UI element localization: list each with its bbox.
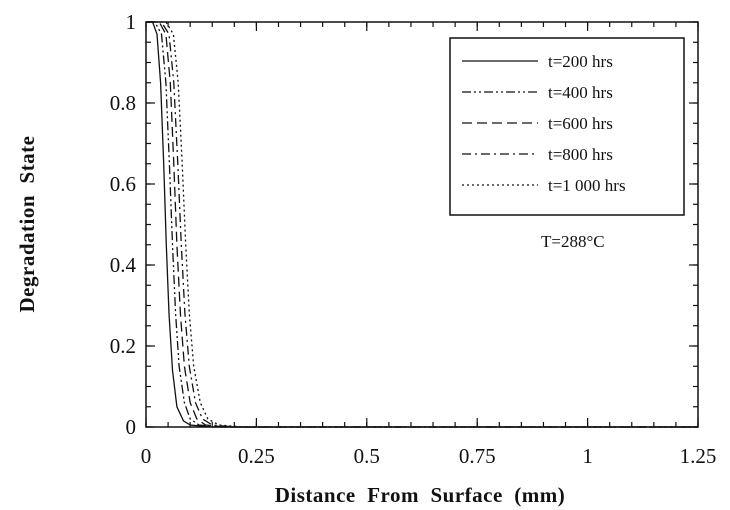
legend-label-5: t=1 000 hrs [548, 176, 626, 195]
y-tick-label: 1 [126, 10, 137, 34]
legend-label-1: t=200 hrs [548, 52, 613, 71]
series-line-3 [146, 21, 698, 428]
legend-label-4: t=800 hrs [548, 145, 613, 164]
series-line-1 [146, 21, 698, 428]
x-tick-label: 1.25 [680, 444, 717, 468]
y-axis-title: Degradation State [15, 136, 39, 313]
series-layer [146, 21, 698, 428]
y-tick-label: 0.2 [110, 334, 136, 358]
legend-label-3: t=600 hrs [548, 114, 613, 133]
x-tick-label: 0.75 [459, 444, 496, 468]
x-tick-label: 0.5 [354, 444, 380, 468]
series-line-2 [146, 21, 698, 428]
y-tick-label: 0.6 [110, 172, 136, 196]
tick-labels: 0 0.25 0.5 0.75 1 1.25 0 0.2 0.4 0.6 0.8 1 [110, 10, 717, 468]
series-line-4 [146, 21, 698, 428]
temperature-annotation: T=288°C [541, 232, 605, 251]
y-tick-label: 0.4 [110, 253, 137, 277]
x-tick-label: 1 [582, 444, 593, 468]
y-tick-label: 0.8 [110, 91, 136, 115]
y-tick-label: 0 [126, 415, 137, 439]
legend-label-2: t=400 hrs [548, 83, 613, 102]
x-axis-title: Distance From Surface (mm) [275, 483, 566, 507]
legend: t=200 hrs t=400 hrs t=600 hrs t=800 hrs t=1 … [449, 37, 685, 216]
axis-ticks [145, 21, 699, 428]
x-tick-label: 0 [141, 444, 152, 468]
legend-items: t=200 hrs t=400 hrs t=600 hrs t=800 hrs t=1 … [462, 52, 626, 195]
x-tick-label: 0.25 [238, 444, 275, 468]
